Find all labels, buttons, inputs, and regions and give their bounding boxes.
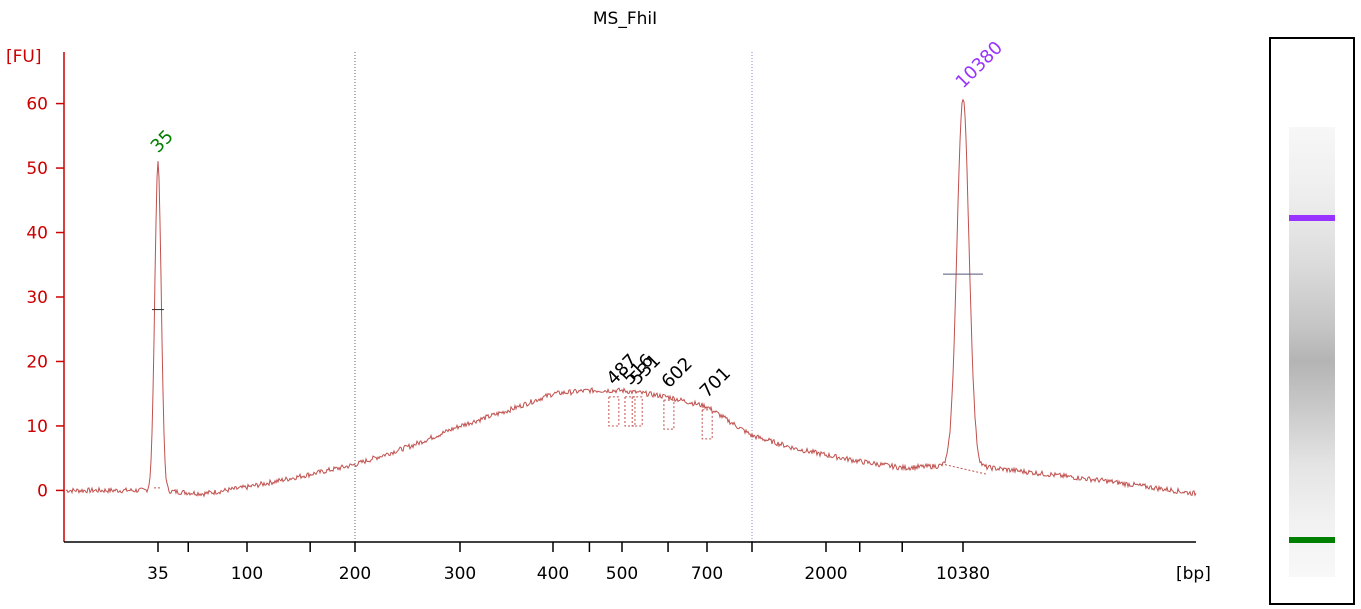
peak-markers [152,273,988,489]
electropherogram-chart: MS_FhiI [FU] [bp] 0 10 20 30 40 50 60 35 100 200 3… [6,9,1211,584]
gel-band-lower-marker [1289,537,1335,543]
x-tick-label: 100 [231,564,263,584]
y-tick-label: 60 [26,95,48,115]
x-tick-label: 35 [147,564,169,584]
x-tick-label: 500 [606,564,638,584]
y-tick-label: 10 [26,417,48,437]
y-tick-label: 30 [26,288,48,308]
x-tick-label: 400 [537,564,569,584]
x-tick-label: 10380 [936,564,990,584]
x-tick-label: 200 [339,564,371,584]
y-axis-label: [FU] [6,47,42,67]
peak-region [631,396,643,427]
y-tick-label: 20 [26,352,48,372]
x-axis-label: [bp] [1176,564,1211,584]
peak-label: 10380 [952,37,1007,92]
trace-line [65,98,1197,498]
marker-lines [354,52,753,542]
gel-lane [1289,127,1335,577]
peak-region [608,396,620,427]
y-tick-label: 40 [26,224,48,244]
trace [65,98,1197,498]
gel-image [1269,37,1355,605]
peak-region [624,396,636,427]
peak-label: 701 [696,363,735,402]
x-tick-label: 300 [444,564,476,584]
gel-band-upper-marker [1289,215,1335,221]
peak-label: 602 [658,353,697,392]
axes: 0 10 20 30 40 50 60 35 100 200 300 400 500 700 2000 103… [26,52,1196,584]
x-tick-label: 2000 [804,564,847,584]
peak-label: 35 [147,126,178,157]
y-tick-label: 50 [26,159,48,179]
x-tick-label: 700 [691,564,723,584]
peak-region [663,399,675,430]
y-tick-label: 0 [37,481,48,501]
peak-region [701,409,713,440]
chart-title: MS_FhiI [593,9,657,29]
peak-baseline [944,464,988,475]
